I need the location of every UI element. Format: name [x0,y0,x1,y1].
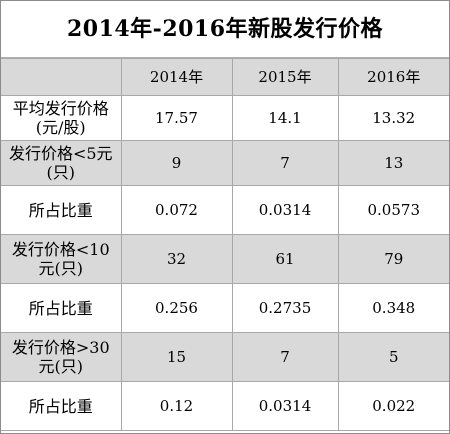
table-row: 所占比重 0.12 0.0314 0.022 [1,381,449,431]
cell-2015: 14.1 [231,95,339,141]
page-title: 2014年-2016年新股发行价格 [1,1,449,58]
cell-2016: 79 [337,234,449,284]
ipo-price-table: 2014年 2015年 2016年 平均发行价格 (元/股) 17.57 14.… [1,58,449,431]
row-label-line1: 平均发行价格 [12,99,109,118]
row-label-line2: (只) [46,163,76,182]
row-label: 所占比重 [1,283,122,333]
cell-2015: 7 [231,140,339,186]
header-cell-2015: 2015年 [231,58,339,96]
row-label-line1: 发行价格<5元 [8,144,113,163]
cell-2016: 13.32 [337,95,449,141]
row-label-line1: 所占比重 [28,200,93,220]
header-cell-2016: 2016年 [337,58,449,96]
table-row: 所占比重 0.256 0.2735 0.348 [1,283,449,333]
table-row: 所占比重 0.072 0.0314 0.0573 [1,185,449,235]
row-label-line2: 元(只) [38,357,84,376]
cell-2016: 13 [337,140,449,186]
row-label: 发行价格<10 元(只) [1,234,122,284]
row-label-line2: 元(只) [38,259,84,278]
row-label: 发行价格<5元 (只) [1,140,122,186]
table-header-row: 2014年 2015年 2016年 [1,58,449,96]
cell-2016: 0.348 [337,283,449,333]
cell-2014: 15 [120,332,233,382]
row-label-line2: (元/股) [35,118,86,137]
table-row: 发行价格>30 元(只) 15 7 5 [1,332,449,382]
table-row: 发行价格<5元 (只) 9 7 13 [1,140,449,186]
cell-2016: 5 [337,332,449,382]
row-label-line1: 所占比重 [28,396,93,416]
row-label: 所占比重 [1,185,122,235]
row-label: 发行价格>30 元(只) [1,332,122,382]
cell-2014: 0.072 [120,185,233,235]
cell-2016: 0.022 [337,381,449,431]
cell-2015: 61 [231,234,339,284]
row-label-line1: 所占比重 [28,298,93,318]
cell-2015: 0.0314 [231,381,339,431]
cell-2015: 0.0314 [231,185,339,235]
header-cell-2014: 2014年 [120,58,233,96]
row-label: 所占比重 [1,381,122,431]
row-label: 平均发行价格 (元/股) [1,95,122,141]
table-row: 平均发行价格 (元/股) 17.57 14.1 13.32 [1,95,449,141]
row-label-line1: 发行价格<10 [11,240,110,259]
table-row: 发行价格<10 元(只) 32 61 79 [1,234,449,284]
cell-2014: 0.256 [120,283,233,333]
header-cell-empty [1,58,122,96]
cell-2015: 0.2735 [231,283,339,333]
cell-2014: 17.57 [120,95,233,141]
cell-2014: 32 [120,234,233,284]
cell-2016: 0.0573 [337,185,449,235]
cell-2014: 0.12 [120,381,233,431]
row-label-line1: 发行价格>30 [11,338,110,357]
cell-2014: 9 [120,140,233,186]
cell-2015: 7 [231,332,339,382]
